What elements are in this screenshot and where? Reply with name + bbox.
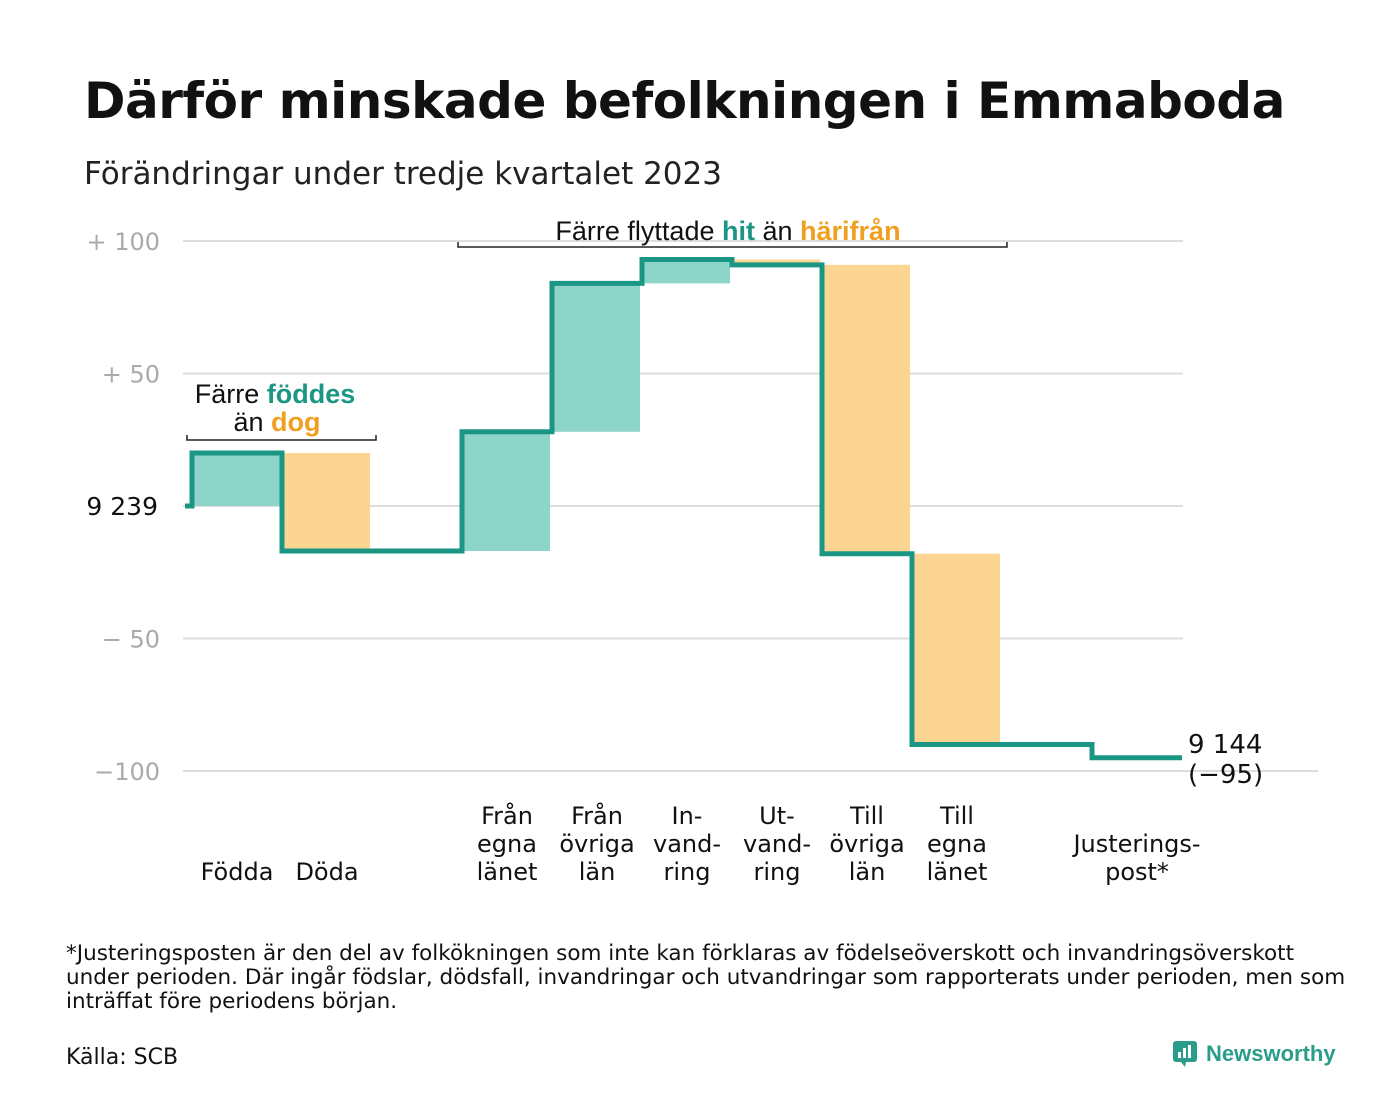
x-tick-label: Justerings- [1071,830,1200,858]
x-tick-label: egna [477,830,537,858]
x-tick-label: län [849,858,886,886]
births-text: Färre [195,379,267,409]
births-highlight: föddes [267,379,356,409]
x-tick-label: Till [939,802,974,830]
migration-highlight-out: härifrån [800,216,901,246]
x-tick-label: egna [927,830,987,858]
source: Källa: SCB [66,1045,179,1070]
migration-text-mid: än [755,216,800,246]
end-change-label: (−95) [1188,760,1263,790]
bar [552,283,640,432]
y-tick-label: − 50 [102,626,160,654]
y-axis: + 100 + 50 − 50 −100 9 239 [86,228,160,786]
x-tick-label: ring [754,858,801,886]
x-tick-label: In- [672,802,703,830]
x-tick-label: Döda [295,858,358,886]
x-tick-label: Från [571,801,623,830]
brand-name: Newsworthy [1206,1041,1336,1066]
footnote: *Justeringsposten är den del av folkökni… [66,941,1346,1014]
y-tick-label: + 50 [102,361,160,389]
births-bracket [186,435,377,441]
end-value-label: 9 144 [1188,730,1262,760]
migration-annotation: Färre flyttade hit än härifrån [555,216,900,246]
migration-bracket [457,242,1008,248]
bar [192,453,280,506]
step-line [185,257,1182,761]
x-tick-label: vand- [653,830,721,858]
x-tick-label: länet [477,858,538,886]
deaths-text: än [233,407,271,437]
bar [912,553,1000,745]
x-tick-label: Till [849,802,884,830]
chart-subtitle: Förändringar under tredje kvartalet 2023 [84,156,722,192]
bar [822,264,910,554]
x-tick-label: vand- [743,830,811,858]
x-tick-label: Ut- [759,802,795,830]
bars [192,259,1000,745]
bar [462,431,550,552]
migration-text: Färre flyttade [555,216,722,246]
x-tick-label: länet [927,858,988,886]
births-annotation-line2: än dog [233,407,320,437]
start-value-label: 9 239 [86,492,158,521]
x-axis-labels: Födda DödaFrånegnalänetFrånövrigalänIn-va… [201,801,1201,886]
x-tick-label: Födda [201,858,274,886]
y-tick-label: −100 [94,758,160,786]
x-tick-label: post* [1105,858,1169,886]
bar [732,259,820,265]
grid-lines [183,240,1318,772]
y-tick-label: + 100 [86,228,160,256]
value-labels: 9 144(−95) [1188,730,1263,790]
migration-highlight-in: hit [722,216,755,246]
chart-title: Därför minskade befolkningen i Emmaboda [84,72,1285,130]
x-tick-label: ring [664,858,711,886]
bar [642,259,730,284]
x-tick-label: övriga [829,830,904,858]
running-total-line [185,257,1182,761]
brand-logo: Newsworthy [1172,1040,1336,1068]
x-tick-label: län [579,858,616,886]
x-tick-label: Från [481,801,533,830]
deaths-highlight: dog [271,407,320,437]
newsworthy-chart-icon [1173,1041,1197,1067]
x-tick-label: övriga [559,830,634,858]
bar [282,453,370,552]
births-annotation-line1: Färre föddes [195,379,356,409]
